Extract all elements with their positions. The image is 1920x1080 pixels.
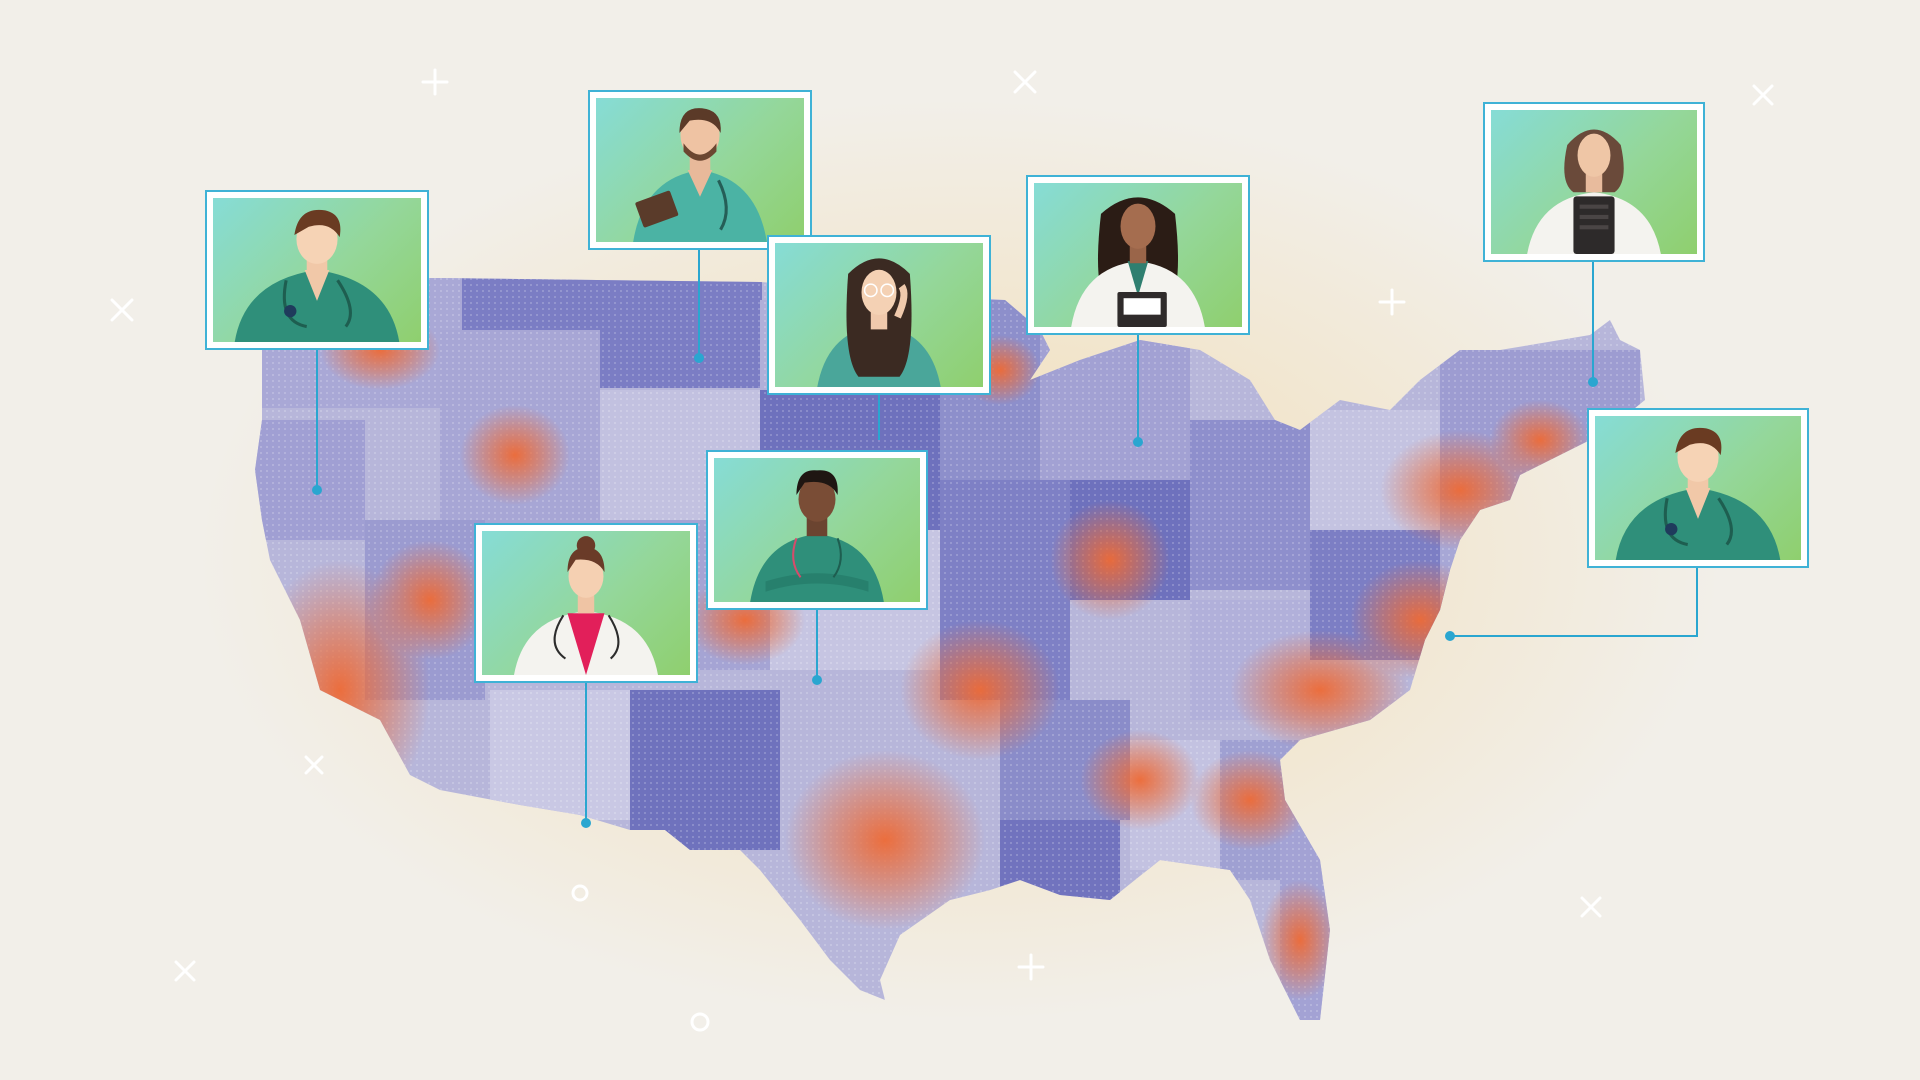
circle-ring-icon [571, 884, 589, 902]
sparkle-decorations [110, 68, 1774, 1032]
plus-sparkle-icon [1378, 288, 1406, 316]
location-pin-icon [312, 485, 322, 495]
location-pin-icon [1133, 437, 1143, 447]
provider-card-8 [1587, 408, 1809, 568]
provider-card-5 [1483, 102, 1705, 262]
location-pin-icon [581, 818, 591, 828]
plus-sparkle-icon [110, 298, 134, 322]
location-pin-icon [694, 353, 704, 363]
location-pins [312, 353, 1598, 828]
nurse-clipboard-icon [633, 108, 767, 242]
plus-sparkle-icon [174, 960, 196, 982]
doctor-pink-top-icon [514, 536, 658, 675]
plus-sparkle-icon [1752, 84, 1774, 106]
provider-card-2 [588, 90, 812, 250]
plus-sparkle-icon [1013, 70, 1037, 94]
provider-card-6 [706, 450, 928, 610]
location-pin-icon [1588, 377, 1598, 387]
provider-card-1 [205, 190, 429, 350]
plus-sparkle-icon [304, 755, 324, 775]
circle-ring-icon [690, 1012, 710, 1032]
doctor-tablet-icon [1527, 129, 1661, 254]
connector-lines [316, 250, 1698, 823]
doctor-glasses-icon [817, 258, 941, 387]
doctor-stethoscope-icon [234, 209, 400, 342]
provider-card-3 [767, 235, 991, 395]
plus-sparkle-icon [421, 68, 449, 96]
plus-sparkle-icon [1017, 953, 1045, 981]
doctor-stethoscope-icon [1615, 427, 1781, 560]
location-pin-icon [1445, 631, 1455, 641]
nurse-arms-crossed-icon [750, 470, 884, 602]
doctor-lab-coat-icon [1071, 197, 1205, 327]
location-pin-icon [812, 675, 822, 685]
connector-line [1450, 568, 1698, 637]
provider-card-7 [474, 523, 698, 683]
provider-card-4 [1026, 175, 1250, 335]
plus-sparkle-icon [1580, 896, 1602, 918]
